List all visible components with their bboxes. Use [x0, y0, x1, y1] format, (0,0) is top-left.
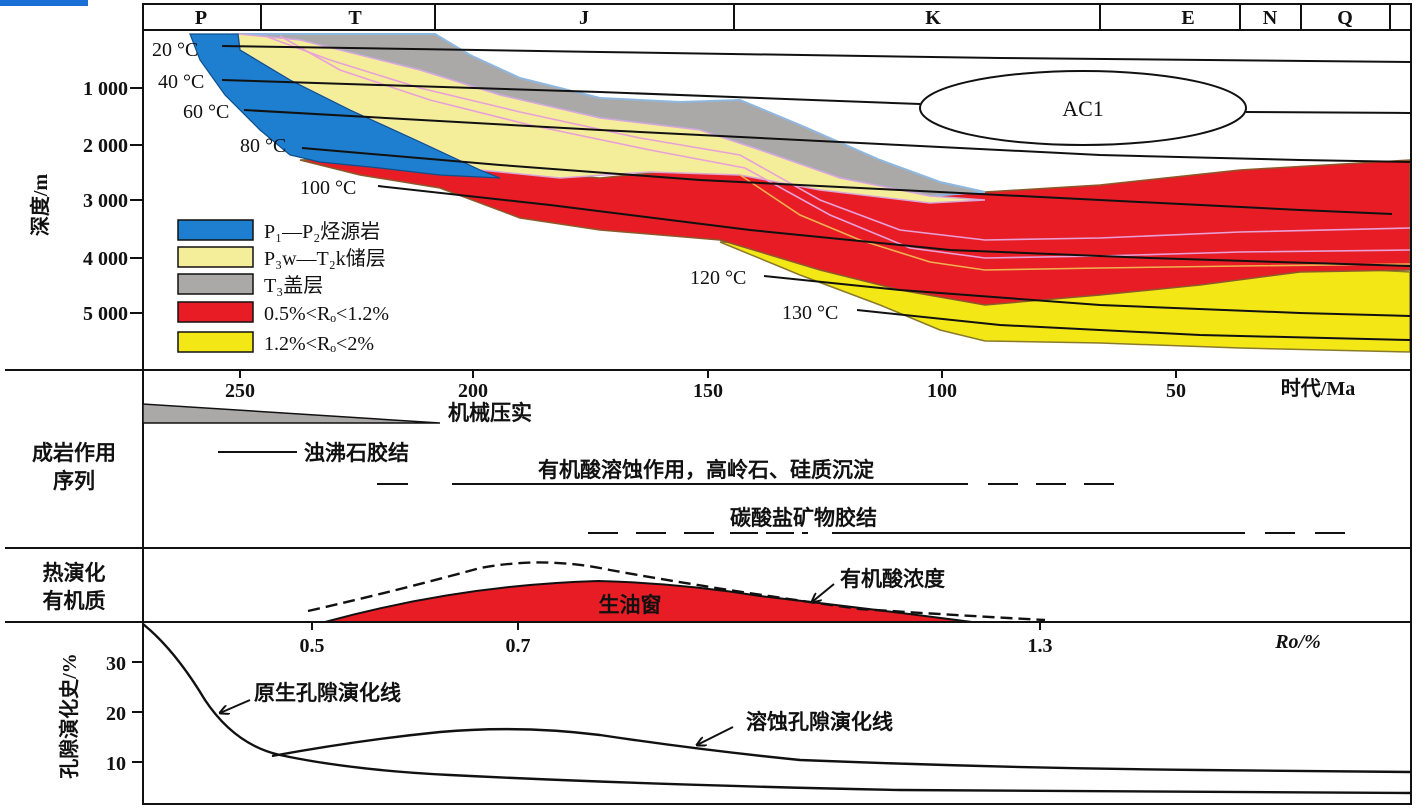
isotherm-line [856, 309, 1411, 341]
period-k: K [925, 7, 941, 29]
isotherm-line [1245, 111, 1411, 114]
isotherm-60-label: 60 °C [183, 101, 229, 123]
porosity-panel: 30 20 10 孔隙演化史/% 原生孔隙演化线 溶蚀孔隙演化线 [57, 623, 1412, 795]
period-t: T [348, 7, 362, 29]
depth-tick-5000: 5 000 [83, 303, 128, 325]
isotherm-line [763, 275, 1411, 317]
isotherm-line [243, 109, 1411, 163]
legend-swatch-ro-high [177, 331, 254, 353]
legend-label-ro-mid: 0.5%<Rₒ<1.2% [264, 303, 389, 325]
period-n: N [1263, 7, 1278, 29]
isotherms [221, 45, 1411, 341]
depth-tick-4000: 4 000 [83, 248, 128, 270]
event-laumontite: 浊沸石胶结 [304, 441, 409, 465]
horizon-line [264, 35, 1411, 241]
depth-tick-2000: 2 000 [83, 135, 128, 157]
isotherm-line [221, 45, 1411, 63]
isotherm-40-label: 40 °C [158, 71, 204, 93]
dissolution-arrow [697, 726, 734, 745]
ac1-label: AC1 [1062, 96, 1104, 121]
depth-axis-label: 深度/m [28, 174, 52, 237]
primary-arrow [220, 699, 251, 713]
horizon-line [279, 35, 1411, 259]
age-tick-150: 150 [693, 380, 723, 402]
acid-concentration-label: 有机酸浓度 [840, 567, 945, 591]
period-e: E [1181, 7, 1194, 29]
age-axis: 250 200 150 100 50 时代/Ma [225, 370, 1355, 402]
dissolution-porosity-curve [271, 727, 1412, 774]
period-j: J [579, 7, 589, 29]
isotherm-120-label: 120 °C [690, 267, 746, 289]
ro-tick-0-7: 0.7 [506, 635, 531, 657]
ro-axis-label: Ro/% [1274, 631, 1321, 653]
ro-tick-0-5: 0.5 [300, 635, 325, 657]
event-carbonate: 碳酸盐矿物胶结 [730, 506, 877, 530]
age-tick-50: 50 [1166, 380, 1186, 402]
age-tick-100: 100 [927, 380, 957, 402]
depth-tick-3000: 3 000 [83, 190, 128, 212]
thermal-label-line1: 热演化 [43, 561, 106, 585]
isotherm-20-label: 20 °C [152, 39, 198, 61]
isotherm-labels: 20 °C 40 °C 60 °C 80 °C 100 °C 120 °C 13… [152, 39, 838, 324]
layer-source [189, 33, 501, 179]
depth-tick-1000: 1 000 [83, 78, 128, 100]
period-q: Q [1337, 7, 1353, 29]
legend-swatch-reservoir [177, 246, 254, 268]
period-labels: P T J K E N Q [195, 7, 1353, 29]
depth-axis: 1 000 2 000 3 000 4 000 5 000 深度/m [28, 78, 143, 325]
porosity-tick-10: 10 [106, 753, 126, 775]
age-tick-200: 200 [458, 380, 488, 402]
legend-label-reservoir: P₃w—T₂k储层 [264, 247, 386, 270]
thermal-label-line2: 有机质 [43, 589, 106, 613]
burial-layers [189, 33, 1411, 353]
acid-arrow [812, 583, 835, 602]
porosity-tick-30: 30 [106, 653, 126, 675]
event-compaction: 机械压实 [448, 401, 532, 425]
horizon-line [739, 174, 1411, 271]
ro-tick-1-3: 1.3 [1028, 635, 1053, 657]
diagenesis-panel: 成岩作用 序列 机械压实 浊沸石胶结 有机酸溶蚀作用，高岭石、硅质沉淀 碳酸盐矿… [32, 401, 1345, 534]
isotherm-line [221, 79, 921, 105]
legend-swatch-cap [177, 273, 254, 295]
thermal-panel: 热演化 有机质 生油窗 有机酸浓度 [43, 561, 1046, 623]
primary-porosity-curve [142, 623, 1412, 795]
ac1-ellipse [919, 70, 1247, 146]
acid-concentration-curve [307, 561, 1046, 622]
isotherm-130-label: 130 °C [782, 302, 838, 324]
porosity-axis-label: 孔隙演化史/% [57, 653, 81, 779]
dissolution-line-label: 溶蚀孔隙演化线 [746, 710, 893, 734]
compaction-wedge [142, 403, 441, 424]
legend-label-ro-high: 1.2%<Rₒ<2% [264, 333, 374, 355]
legend-swatch-ro-mid [177, 301, 254, 323]
isotherm-line [301, 147, 1393, 215]
legend: P₁—P₂烃源岩 P₃w—T₂k储层 T₃盖层 0.5%<Rₒ<1.2% 1.2… [177, 219, 389, 355]
age-axis-label: 时代/Ma [1281, 377, 1355, 400]
ro-axis: 0.5 0.7 1.3 Ro/% [300, 622, 1321, 657]
porosity-tick-20: 20 [106, 703, 126, 725]
legend-label-cap: T₃盖层 [264, 274, 323, 297]
event-acid-dissolution: 有机酸溶蚀作用，高岭石、硅质沉淀 [538, 458, 875, 482]
legend-label-source: P₁—P₂烃源岩 [264, 220, 380, 243]
primary-line-label: 原生孔隙演化线 [254, 681, 401, 705]
isotherm-80-label: 80 °C [240, 135, 286, 157]
isotherm-line [377, 185, 1411, 267]
corner-tab [0, 0, 88, 6]
diagenesis-label-line1: 成岩作用 [32, 441, 116, 465]
legend-swatch-source [177, 219, 254, 241]
period-p: P [195, 7, 207, 29]
age-tick-250: 250 [225, 380, 255, 402]
diagenesis-label-line2: 序列 [53, 469, 95, 493]
isotherm-100-label: 100 °C [300, 177, 356, 199]
oil-window-label: 生油窗 [599, 593, 662, 617]
